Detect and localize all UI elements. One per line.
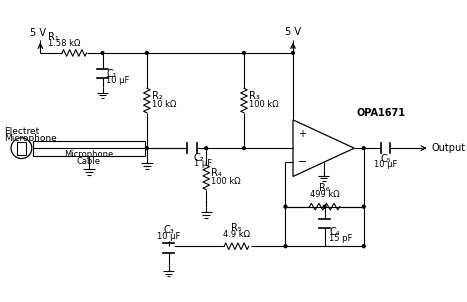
Text: 1 μF: 1 μF: [194, 159, 212, 169]
Text: 100 kΩ: 100 kΩ: [249, 100, 278, 109]
Text: −: −: [298, 157, 307, 167]
Text: 15 pF: 15 pF: [329, 234, 353, 243]
Circle shape: [291, 52, 294, 54]
Text: Output: Output: [432, 143, 466, 153]
Text: C₃: C₃: [163, 225, 174, 235]
Text: 10 kΩ: 10 kΩ: [152, 100, 176, 109]
Text: C₂: C₂: [194, 153, 205, 163]
Text: 499 kΩ: 499 kΩ: [310, 190, 340, 199]
Text: R₃: R₃: [249, 91, 260, 101]
Text: 10 μF: 10 μF: [106, 76, 130, 85]
Text: +: +: [298, 129, 306, 139]
Circle shape: [242, 147, 245, 149]
Text: R₅: R₅: [231, 223, 242, 233]
Text: 1.58 kΩ: 1.58 kΩ: [48, 39, 80, 48]
Circle shape: [205, 147, 208, 149]
Text: 100 kΩ: 100 kΩ: [211, 177, 241, 186]
Text: 4.9 kΩ: 4.9 kΩ: [223, 230, 250, 239]
Text: Microphone: Microphone: [64, 150, 113, 159]
Circle shape: [145, 52, 148, 54]
Circle shape: [362, 205, 365, 208]
Circle shape: [362, 147, 365, 149]
Text: R₄: R₄: [211, 168, 222, 178]
Text: 10 μF: 10 μF: [157, 232, 180, 241]
Text: Microphone: Microphone: [5, 134, 57, 143]
Circle shape: [284, 245, 287, 248]
Text: Cable: Cable: [77, 157, 101, 166]
Text: 10 μF: 10 μF: [374, 160, 397, 169]
Circle shape: [145, 147, 148, 149]
Text: C₅: C₅: [380, 154, 391, 164]
Circle shape: [284, 205, 287, 208]
Circle shape: [362, 245, 365, 248]
Circle shape: [101, 52, 104, 54]
Text: R₁: R₁: [48, 32, 58, 42]
Circle shape: [242, 52, 245, 54]
Text: C₁: C₁: [106, 69, 117, 79]
Text: OPA1671: OPA1671: [356, 108, 405, 118]
Text: R₂: R₂: [152, 91, 163, 101]
Text: C₄: C₄: [329, 227, 340, 237]
Text: Electret: Electret: [5, 127, 40, 137]
Text: 5 V: 5 V: [285, 27, 301, 37]
Circle shape: [323, 205, 326, 208]
Text: R₆: R₆: [319, 183, 330, 194]
Text: 5 V: 5 V: [30, 28, 46, 38]
